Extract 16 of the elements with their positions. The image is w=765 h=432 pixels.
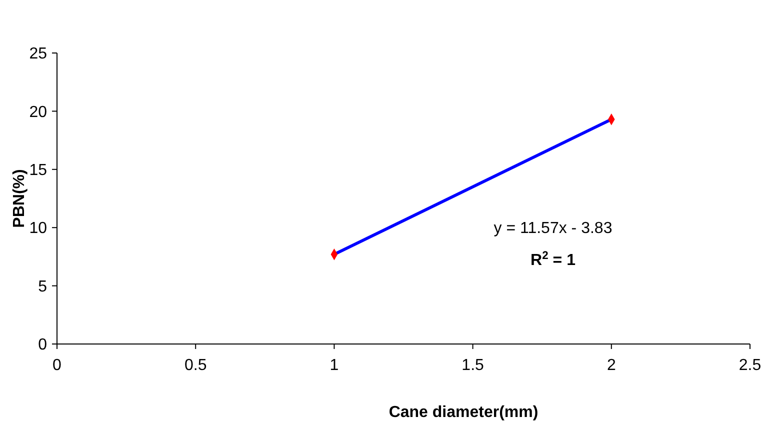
y-tick-label: 25 [29,46,48,63]
annotation: R$^{2}$ = 1 [530,250,576,269]
y-tick-label: 0 [38,336,48,354]
annotation: y = 11.57x - 3.83 [494,220,612,237]
y-tick-label: 5 [38,278,48,296]
x-tick-label: 0 [52,357,62,374]
y-axis-title: PBN(%) [11,169,28,228]
x-tick-label: 0.5 [184,357,207,374]
x-axis-title: Cane diameter(mm) [388,404,538,421]
y-tick-label: 10 [29,220,48,238]
y-tick-label: 20 [29,104,48,121]
x-tick-label: 2 [606,357,616,374]
x-tick-label: 1.5 [462,357,484,374]
x-tick-label: 1 [330,357,339,374]
x-tick-label: 2.5 [738,357,762,374]
y-tick-label: 15 [29,162,48,179]
